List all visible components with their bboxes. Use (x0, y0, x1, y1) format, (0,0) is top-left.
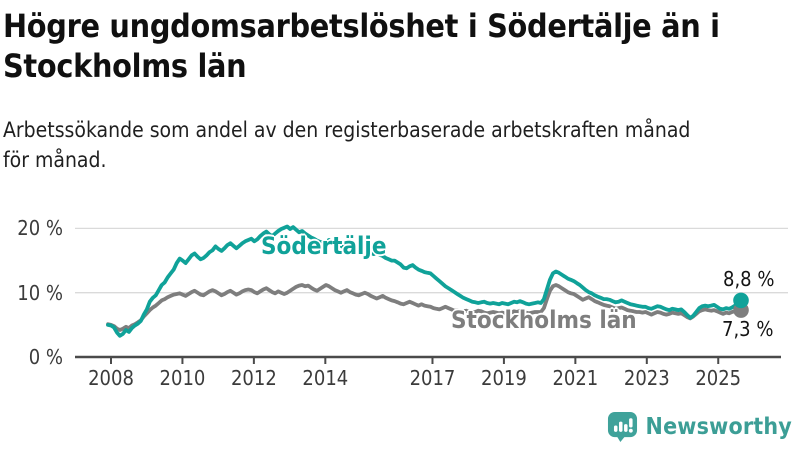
x-tick-label: 2025 (695, 366, 742, 390)
x-tick-label: 2008 (88, 366, 134, 390)
x-tick-label: 2017 (409, 366, 456, 390)
series-line-södertälje (106, 224, 743, 338)
x-tick-label: 2010 (159, 366, 206, 390)
value-label-sodertalje: 8,8 % (723, 267, 775, 291)
y-tick-label: 20 % (17, 216, 63, 241)
x-tick-label: 2014 (302, 366, 349, 390)
page-subtitle: Arbetssökande som andel av den registerb… (3, 115, 793, 175)
series-label-sodertalje: Södertälje (261, 232, 387, 260)
x-tick-label: 2023 (623, 366, 670, 390)
value-label-stockholms-lan: 7,3 % (722, 317, 774, 341)
page-title: Högre ungdomsarbetslöshet i Södertälje ä… (3, 6, 773, 86)
end-dot-södertälje (733, 292, 749, 309)
newsworthy-wordmark: Newsworthy (645, 414, 792, 440)
page-subtitle-line2: för månad. (3, 148, 107, 172)
page-title-line2: Stockholms län (3, 47, 247, 85)
series-label-stockholms-lan: Stockholms län (451, 306, 637, 334)
x-tick-label: 2019 (481, 366, 527, 390)
newsworthy-icon (607, 411, 637, 443)
page-title-line1: Högre ungdomsarbetslöshet i Södertälje ä… (3, 7, 720, 45)
newsworthy-logo[interactable]: Newsworthy (607, 411, 792, 443)
y-tick-label: 0 % (28, 345, 63, 369)
x-tick-label: 2012 (230, 366, 277, 390)
series-line-stockholms-län (106, 283, 743, 332)
x-tick-label: 2021 (552, 366, 599, 390)
y-tick-label: 10 % (17, 280, 63, 305)
page-subtitle-line1: Arbetssökande som andel av den registerb… (3, 118, 691, 142)
